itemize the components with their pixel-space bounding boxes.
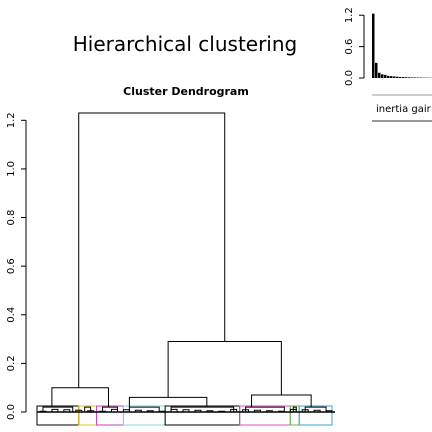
leaf-merge bbox=[254, 409, 261, 412]
dendrogram-y-axis: 0.0 0.2 0.4 0.6 0.8 1.0 1.2 bbox=[6, 112, 27, 420]
inertia-bar bbox=[378, 72, 381, 78]
cluster-boxes bbox=[36, 405, 333, 426]
inertia-y-tick-label: 0.6 bbox=[344, 39, 355, 55]
inertia-bar bbox=[375, 62, 378, 78]
leaf-merge bbox=[63, 409, 71, 412]
inertia-bar bbox=[390, 76, 393, 78]
dendrogram-y-tick-label: 0.2 bbox=[6, 355, 17, 371]
cluster-merge bbox=[42, 406, 74, 412]
merge-right-left bbox=[128, 396, 208, 408]
inertia-bar bbox=[393, 76, 396, 78]
dendrogram-title: Cluster Dendrogram bbox=[123, 85, 249, 98]
dendrogram-y-tick-label: 1.2 bbox=[6, 112, 17, 128]
dendrogram-leaves bbox=[37, 406, 335, 413]
dendrogram-y-tick-label: 0.8 bbox=[6, 210, 17, 226]
inertia-y-axis: 0.0 0.6 1.2 bbox=[344, 7, 365, 86]
cluster-merge bbox=[170, 406, 235, 412]
merge-root bbox=[78, 112, 226, 388]
leaf-merge bbox=[182, 409, 190, 412]
cluster-merge bbox=[304, 406, 327, 412]
leaf-merge bbox=[51, 408, 59, 412]
inertia-bar bbox=[399, 76, 402, 78]
merge-right-right bbox=[251, 394, 312, 408]
dendrogram-y-tick-label: 0.4 bbox=[6, 307, 17, 323]
inertia-y-tick-label: 1.2 bbox=[344, 7, 355, 23]
merge-left-main bbox=[51, 387, 110, 408]
cluster-box bbox=[239, 405, 291, 426]
dendrogram-merges bbox=[51, 112, 312, 408]
inertia-bars bbox=[372, 13, 432, 79]
inertia-bar bbox=[372, 13, 375, 79]
merge-right-main bbox=[167, 341, 282, 398]
inertia-bar bbox=[414, 77, 417, 78]
inertia-bar bbox=[408, 77, 411, 78]
leaf-merge bbox=[313, 409, 321, 412]
cluster-box bbox=[96, 405, 124, 426]
inertia-bar bbox=[387, 75, 390, 78]
inertia-bar bbox=[381, 74, 384, 78]
leaf-merge bbox=[194, 409, 202, 412]
inertia-y-tick-label: 0.0 bbox=[344, 70, 355, 86]
cluster-box bbox=[298, 405, 333, 426]
leaf-merge bbox=[134, 409, 142, 412]
leaf-merge bbox=[75, 409, 83, 412]
page-title: Hierarchical clustering bbox=[73, 32, 298, 56]
inertia-bar bbox=[384, 74, 387, 78]
inertia-bar bbox=[411, 77, 414, 78]
cluster-box bbox=[78, 405, 98, 426]
cluster-merge bbox=[245, 406, 285, 412]
inertia-bar bbox=[396, 76, 399, 78]
inertia-bar bbox=[402, 77, 405, 78]
cluster-merge bbox=[292, 406, 297, 412]
dendrogram-y-tick-label: 0.6 bbox=[6, 258, 17, 274]
dendrogram-y-tick-label: 1.0 bbox=[6, 161, 17, 177]
cluster-merge bbox=[84, 406, 92, 412]
inertia-bar bbox=[405, 77, 408, 78]
inertia-x-label: inertia gair bbox=[376, 104, 432, 115]
dendrogram-y-tick-label: 0.0 bbox=[6, 404, 17, 420]
cluster-merge bbox=[128, 406, 160, 412]
cluster-merge bbox=[102, 406, 118, 412]
inertia-gain-chart: 0.0 0.6 1.2 inertia gair bbox=[344, 7, 432, 122]
dendrogram-chart: Cluster Dendrogram 0.0 0.2 0.4 0.6 0.8 1.0 1.2 bbox=[6, 85, 335, 426]
